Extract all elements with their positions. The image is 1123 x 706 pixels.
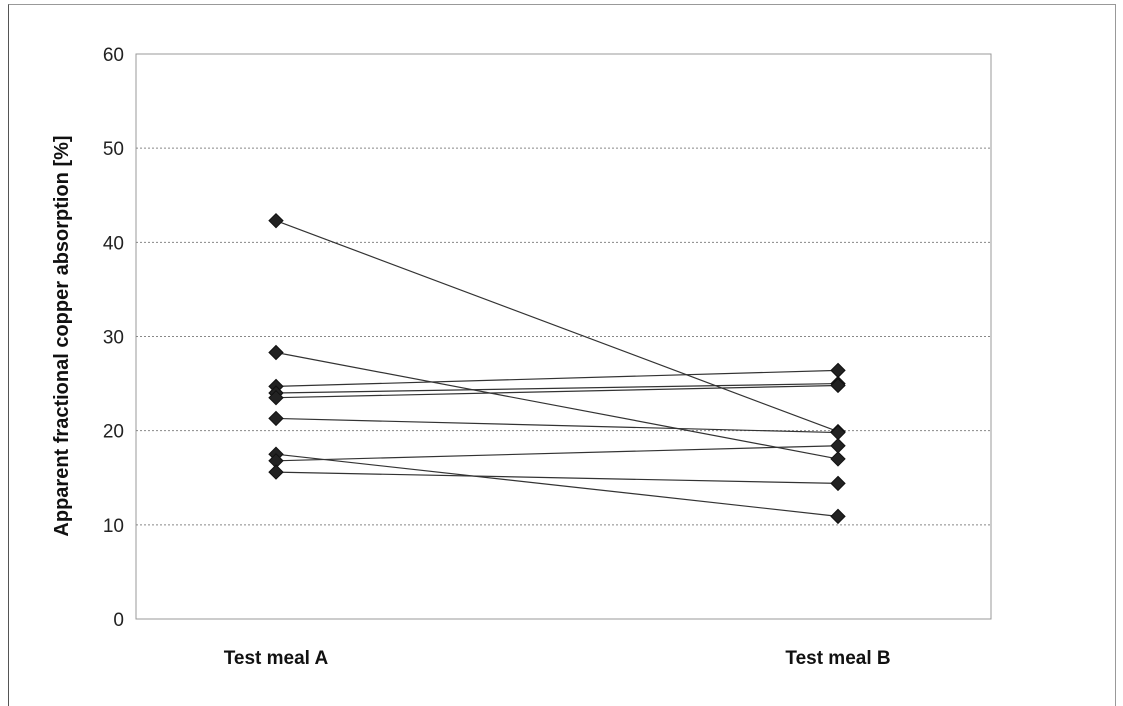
y-tick-label: 30 (103, 328, 124, 349)
series-line (275, 384, 839, 399)
gridlines (136, 147, 991, 526)
y-tick-label: 40 (103, 233, 124, 254)
y-tick-label: 0 (113, 610, 124, 631)
y-tick-labels: 0 10 20 30 40 50 60 (103, 45, 124, 631)
x-category-label: Test meal B (785, 648, 890, 669)
chart-frame (8, 4, 1116, 706)
data-point-marker (268, 410, 284, 427)
series-line (275, 369, 839, 388)
y-axis-title: Apparent fractional copper absorption [%… (51, 135, 73, 536)
y-tick-label: 10 (103, 516, 124, 537)
y-tick-label: 60 (103, 45, 124, 66)
data-point-marker (830, 475, 846, 492)
data-point-marker (268, 344, 284, 361)
data-point-marker (830, 508, 846, 525)
data-point-marker (830, 377, 846, 394)
series-lines (275, 220, 839, 517)
data-point-marker (268, 212, 284, 229)
series-line (275, 417, 839, 434)
series-line (275, 220, 839, 433)
data-markers (268, 212, 846, 525)
data-point-marker (268, 390, 284, 406)
series-line (275, 351, 839, 460)
x-category-labels: Test meal A Test meal B (224, 648, 891, 669)
x-category-label: Test meal A (224, 648, 329, 669)
data-point-marker (830, 451, 846, 467)
y-tick-label: 20 (103, 422, 124, 443)
data-point-marker (830, 438, 846, 454)
series-line (275, 453, 839, 517)
data-point-marker (268, 464, 284, 480)
series-line (275, 382, 839, 394)
series-line (275, 471, 839, 484)
series-line (275, 445, 839, 462)
y-tick-label: 50 (103, 139, 124, 160)
